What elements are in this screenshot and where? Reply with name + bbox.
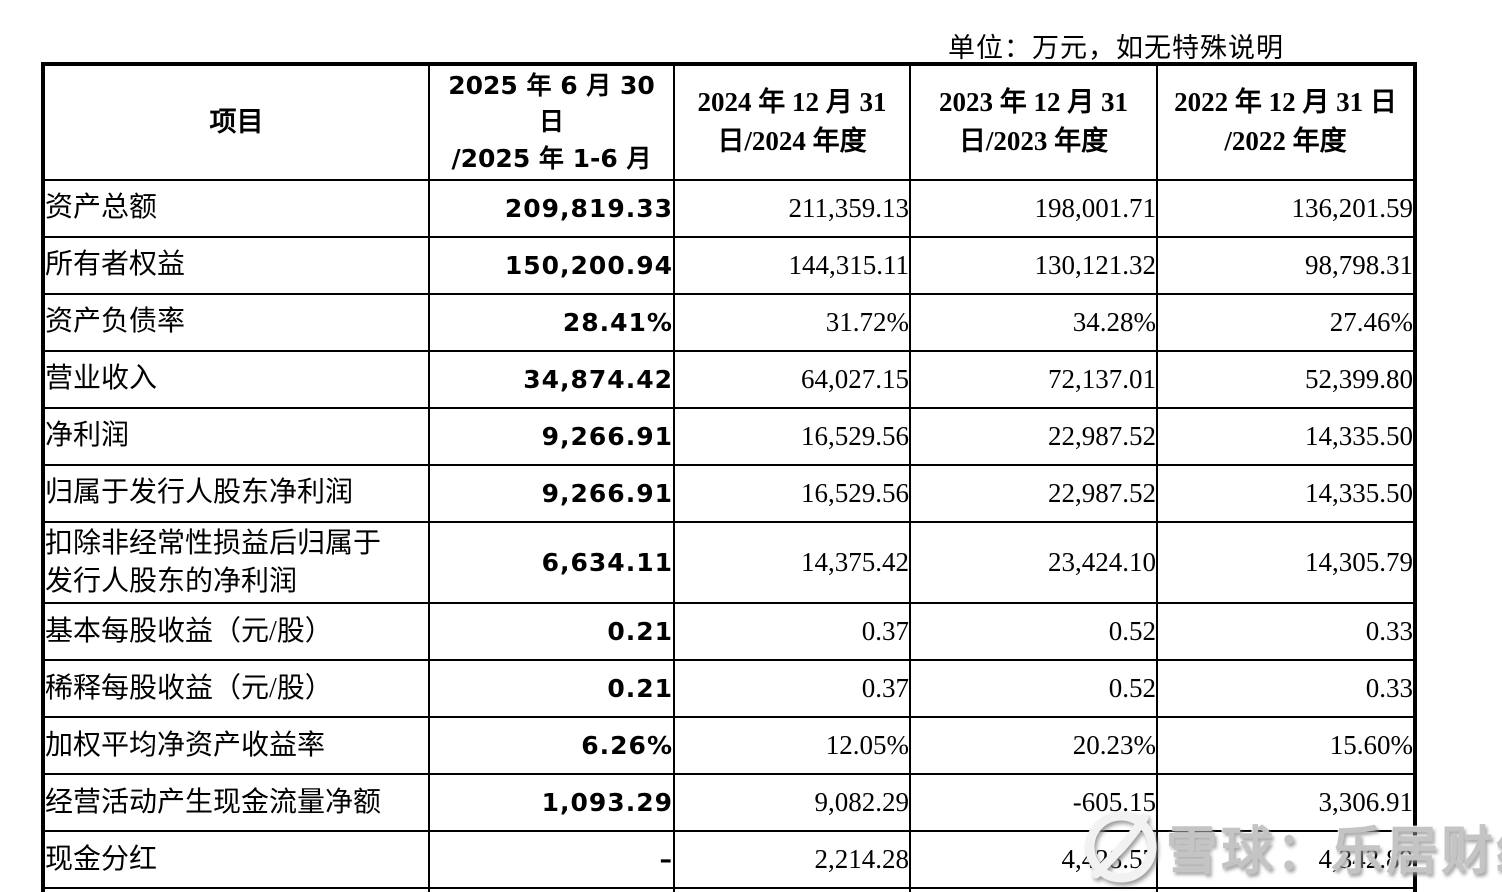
value-cell: 15.60%: [1156, 716, 1416, 776]
table-row: 现金分红 –2,214.28 4,428.57 4,342.89: [42, 830, 1416, 890]
header-2025h1: 2025 年 6 月 30 日 /2025 年 1-6 月: [428, 63, 675, 181]
value-cell: 0.21: [428, 659, 675, 719]
value-cell: 16,529.56: [673, 463, 911, 523]
value-cell: 72,137.01: [909, 349, 1158, 409]
value-cell: 136,201.59: [1156, 178, 1416, 238]
value-cell: 11.51%: [1156, 887, 1416, 892]
table-header: 项目 2025 年 6 月 30 日 /2025 年 1-6 月 2024 年 …: [42, 63, 1416, 181]
value-cell: –: [428, 830, 675, 890]
row-label: 营业收入: [42, 349, 430, 409]
value-cell: 0.52: [909, 602, 1158, 662]
value-cell: 34.28%: [909, 292, 1158, 352]
row-label: 稀释每股收益（元/股）: [42, 659, 430, 719]
value-cell: 198,001.71: [909, 178, 1158, 238]
row-label: 基本每股收益（元/股）: [42, 602, 430, 662]
unit-note: 单位：万元，如无特殊说明: [948, 33, 1284, 63]
value-cell: 1,093.29: [428, 773, 675, 833]
header-2024: 2024 年 12 月 31 日/2024 年度: [673, 63, 911, 181]
value-cell: 150,200.94: [428, 235, 675, 295]
value-cell: 4,342.89: [1156, 830, 1416, 890]
table-row: 稀释每股收益（元/股） 0.21 0.37 0.52 0.33: [42, 659, 1416, 719]
value-cell: 28.41%: [428, 292, 675, 352]
value-cell: 52,399.80: [1156, 349, 1416, 409]
value-cell: 4,428.57: [909, 830, 1158, 890]
value-cell: 14,335.50: [1156, 406, 1416, 466]
header-2022: 2022 年 12 月 31 日 /2022 年度: [1156, 63, 1416, 181]
table-row: 净利润 9,266.91 16,529.56 22,987.52 14,335.50: [42, 406, 1416, 466]
row-label: 净利润: [42, 406, 430, 466]
value-cell: 0.52: [909, 659, 1158, 719]
financial-summary-table: 项目 2025 年 6 月 30 日 /2025 年 1-6 月 2024 年 …: [41, 62, 1417, 892]
value-cell: 6.26%: [428, 716, 675, 776]
value-cell: 8.89%: [428, 887, 675, 892]
value-cell: 0.33: [1156, 602, 1416, 662]
value-cell: 14,375.42: [673, 520, 911, 605]
value-cell: 0.21: [428, 602, 675, 662]
table-body: 资产总额 209,819.33 211,359.13 198,001.71 136,20…: [42, 178, 1416, 892]
table-row: 资产负债率 28.41% 31.72% 34.28% 27.46%: [42, 292, 1416, 352]
value-cell: 0.33: [1156, 659, 1416, 719]
header-item-column: 项目: [42, 63, 430, 181]
table-row: 营业收入 34,874.42 64,027.15 72,137.01 52,399.80: [42, 349, 1416, 409]
table-row: 经营活动产生现金流量净额 1,093.29 9,082.29 -605.15 3,306…: [42, 773, 1416, 833]
row-label: 现金分红: [42, 830, 430, 890]
value-cell: 211,359.13: [673, 178, 911, 238]
value-cell: 34,874.42: [428, 349, 675, 409]
value-cell: 64,027.15: [673, 349, 911, 409]
value-cell: 27.46%: [1156, 292, 1416, 352]
value-cell: 130,121.32: [909, 235, 1158, 295]
value-cell: 209,819.33: [428, 178, 675, 238]
value-cell: 12.29%: [909, 887, 1158, 892]
header-row: 项目 2025 年 6 月 30 日 /2025 年 1-6 月 2024 年 …: [42, 63, 1416, 181]
value-cell: 20.23%: [909, 716, 1158, 776]
value-cell: 0.37: [673, 602, 911, 662]
row-label: 所有者权益: [42, 235, 430, 295]
value-cell: 22,987.52: [909, 463, 1158, 523]
value-cell: 9,266.91: [428, 463, 675, 523]
value-cell: 9,082.29: [673, 773, 911, 833]
row-label: 扣除非经常性损益后归属于 发行人股东的净利润: [42, 520, 430, 605]
table-row: 研发投入占营业收入比例8.89%9.54%12.29%11.51%: [42, 887, 1416, 892]
table-row: 资产总额 209,819.33 211,359.13 198,001.71 136,20…: [42, 178, 1416, 238]
table-row: 加权平均净资产收益率 6.26% 12.05% 20.23% 15.60%: [42, 716, 1416, 776]
value-cell: 23,424.10: [909, 520, 1158, 605]
table-row: 归属于发行人股东净利润 9,266.91 16,529.56 22,987.52 14,…: [42, 463, 1416, 523]
value-cell: 9.54%: [673, 887, 911, 892]
value-cell: 2,214.28: [673, 830, 911, 890]
value-cell: 14,305.79: [1156, 520, 1416, 605]
row-label: 经营活动产生现金流量净额: [42, 773, 430, 833]
value-cell: 16,529.56: [673, 406, 911, 466]
value-cell: 3,306.91: [1156, 773, 1416, 833]
value-cell: 0.37: [673, 659, 911, 719]
row-label: 加权平均净资产收益率: [42, 716, 430, 776]
value-cell: 12.05%: [673, 716, 911, 776]
table-row: 所有者权益 150,200.94 144,315.11 130,121.32 98,79…: [42, 235, 1416, 295]
value-cell: 9,266.91: [428, 406, 675, 466]
row-label: 研发投入占营业收入比例: [42, 887, 430, 892]
value-cell: 98,798.31: [1156, 235, 1416, 295]
value-cell: 14,335.50: [1156, 463, 1416, 523]
value-cell: 144,315.11: [673, 235, 911, 295]
value-cell: 31.72%: [673, 292, 911, 352]
row-label: 归属于发行人股东净利润: [42, 463, 430, 523]
value-cell: -605.15: [909, 773, 1158, 833]
table-row: 基本每股收益（元/股） 0.21 0.37 0.52 0.33: [42, 602, 1416, 662]
row-label: 资产总额: [42, 178, 430, 238]
value-cell: 22,987.52: [909, 406, 1158, 466]
row-label: 资产负债率: [42, 292, 430, 352]
value-cell: 6,634.11: [428, 520, 675, 605]
header-2023: 2023 年 12 月 31 日/2023 年度: [909, 63, 1158, 181]
table-row: 扣除非经常性损益后归属于 发行人股东的净利润 6,634.11 14,375.42 2…: [42, 520, 1416, 605]
